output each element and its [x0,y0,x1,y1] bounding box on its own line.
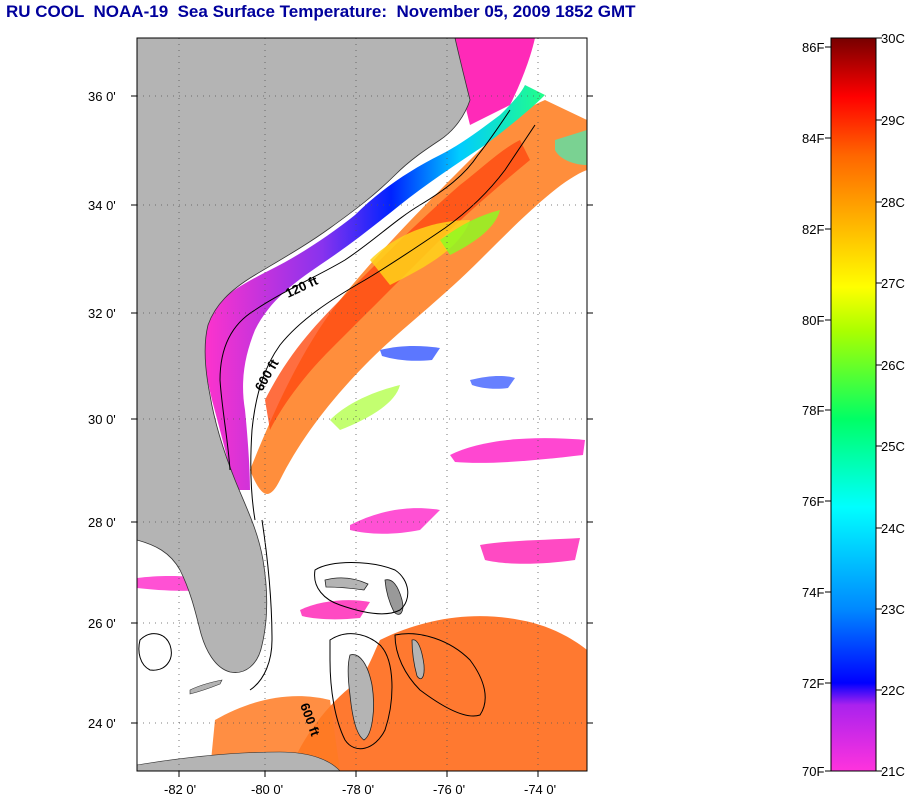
cb-c-label-26: 26C [881,358,905,373]
contour-600ft [250,124,536,521]
pink-patch [350,508,440,534]
lat-label-24: 24 0' [88,716,116,731]
cb-c-label-27: 27C [881,276,905,291]
bahamas-eleuthera [411,639,425,680]
lon-label-80: -80 0' [251,782,283,797]
cb-c-label-23: 23C [881,602,905,617]
colorbar-f-ticks [825,46,831,772]
pink-patch [480,538,580,564]
cb-c-label-30: 30C [881,31,905,46]
map-border [136,37,588,772]
bahamas-grand [324,577,369,591]
cyan-patch [555,130,587,165]
lon-label-82: -82 0' [164,782,196,797]
contour-gulf [138,633,172,671]
lon-label-78: -78 0' [342,782,374,797]
lat-label-28: 28 0' [88,515,116,530]
cuba-land [137,751,341,771]
bahamas-andros [347,654,374,741]
lat-label-34: 34 0' [88,198,116,213]
lat-label-26: 26 0' [88,616,116,631]
lon-label-76: -76 0' [433,782,465,797]
florida-keys [189,679,223,695]
southern-warm-sst-2 [210,696,340,771]
cb-f-label-76: 76F [802,494,824,509]
cb-f-label-70: 70F [802,764,824,779]
blue-patch [380,345,440,361]
bahamas-abaco [384,579,404,615]
contour-bahamas [314,562,409,615]
map-content: 120 ft 600 ft 600 ft [137,38,587,771]
cb-f-label-84: 84F [802,131,824,146]
lon-label-74: -74 0' [524,782,556,797]
map-grid [137,38,587,771]
contour-120ft [219,109,511,471]
cb-c-label-24: 24C [881,521,905,536]
cb-f-label-74: 74F [802,585,824,600]
lat-label-36: 36 0' [88,89,116,104]
contour-bahamas-2 [329,633,393,750]
northern-magenta-region [455,38,535,125]
colorbar [830,37,877,772]
cb-c-label-28: 28C [881,195,905,210]
axis-ticks [131,95,593,777]
map-title: RU COOL NOAA-19 Sea Surface Temperature:… [6,2,636,21]
cb-f-label-80: 80F [802,313,824,328]
contour-bahamas-3 [394,633,486,717]
blue-patch [470,375,515,389]
cb-c-label-29: 29C [881,113,905,128]
warm-yellow-patch [370,220,470,285]
us-east-coast-land [137,38,471,673]
cb-f-label-86: 86F [802,40,824,55]
lat-label-32: 32 0' [88,306,116,321]
pink-patch [450,438,585,463]
cb-f-label-82: 82F [802,222,824,237]
gulf-stream-sst [250,100,587,494]
coastal-cold-band [202,85,545,490]
green-patch [440,210,500,255]
lat-label-30: 30 0' [88,412,116,427]
cb-f-label-78: 78F [802,403,824,418]
gulf-stream-core [265,140,530,430]
contour-600ft-south [249,519,273,691]
pink-patch [300,600,370,620]
cb-c-label-21: 21C [881,764,905,779]
colorbar-c-ticks [876,37,882,772]
cb-c-label-22: 22C [881,683,905,698]
cb-f-label-72: 72F [802,676,824,691]
cb-c-label-25: 25C [881,439,905,454]
